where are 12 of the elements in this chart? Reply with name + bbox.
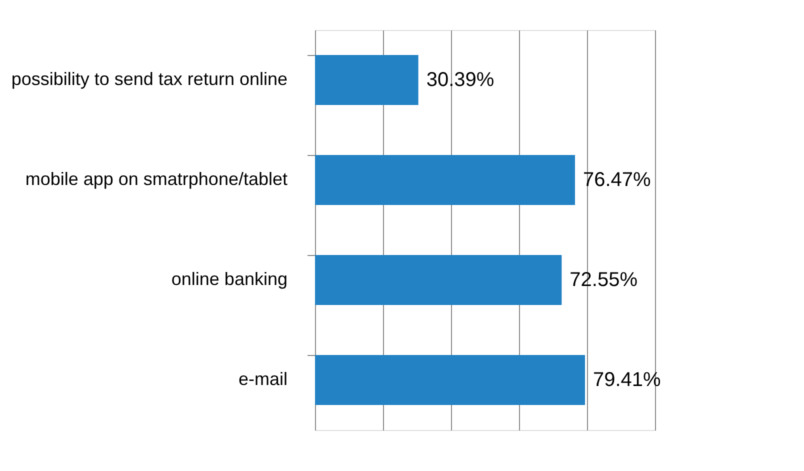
bar: [315, 255, 562, 305]
y-tick-label: e-mail: [238, 369, 288, 389]
bar: [315, 55, 418, 105]
data-label: 72.55%: [570, 269, 638, 291]
bar: [315, 155, 575, 205]
data-label: 76.47%: [583, 169, 652, 191]
y-tick-label: online banking: [171, 269, 288, 289]
data-label: 79.41%: [592, 369, 662, 391]
bar: [315, 355, 585, 405]
data-label: 30.39%: [426, 69, 494, 91]
y-tick-label: possibility to send tax return online: [11, 69, 288, 89]
y-tick-label: mobile app on smatrphone/tablet: [25, 169, 288, 189]
